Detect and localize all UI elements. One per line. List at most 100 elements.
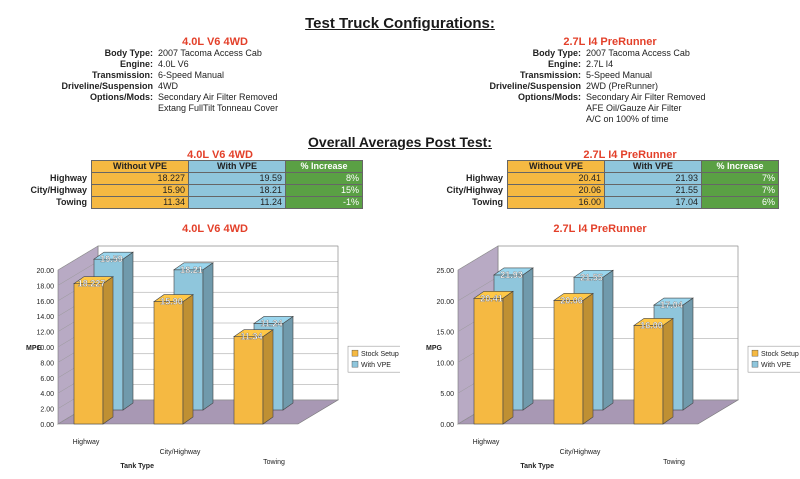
y-tick-label: 14.00 bbox=[36, 314, 54, 321]
config-block-i4: Body Type: 2007 Tacoma Access Cab Engine: 2… bbox=[463, 48, 706, 125]
config-value: 2WD (PreRunner) bbox=[586, 81, 659, 91]
table-row: Highway 18.227 19.59 8% bbox=[4, 172, 363, 185]
table-cell: 20.06 bbox=[507, 184, 605, 197]
config-key: Transmission: bbox=[519, 70, 581, 80]
legend-swatch bbox=[351, 360, 359, 368]
config-row: Options/Mods: Secondary Air Filter Remove… bbox=[463, 92, 706, 103]
bar-top bbox=[153, 294, 194, 302]
bar-side bbox=[582, 292, 594, 425]
config-key: Body Type: bbox=[532, 48, 581, 58]
config-key: Options/Mods: bbox=[90, 92, 153, 102]
y-tick-label: 20.00 bbox=[436, 299, 454, 306]
bar-top bbox=[253, 316, 294, 324]
table-cell: 18.227 bbox=[91, 172, 189, 185]
x-tick-label: Towing bbox=[663, 459, 685, 466]
averages-table-i4: Without VPE With VPE% Increase Highway 20.4… bbox=[420, 160, 779, 209]
config-key: Engine: bbox=[120, 59, 153, 69]
bar-value-label: 18.21 bbox=[180, 265, 203, 275]
bar-value-label: 11.24 bbox=[260, 318, 282, 328]
y-tick-label: 25.00 bbox=[436, 268, 454, 275]
y-tick-label: 0.00 bbox=[40, 422, 54, 429]
bar-top bbox=[633, 318, 674, 326]
chart-title-v6: 4.0L V6 4WD bbox=[182, 223, 248, 235]
averages-title: Overall Averages Post Test: bbox=[308, 134, 492, 150]
config-key: Options/Mods: bbox=[518, 92, 581, 102]
x-axis-label: Tank Type bbox=[520, 463, 554, 470]
bar-side bbox=[262, 329, 274, 425]
bar-side bbox=[662, 317, 674, 425]
table-row: City/Highway 15.90 18.21 15% bbox=[4, 184, 363, 197]
config-value: 4.0L V6 bbox=[158, 59, 189, 69]
y-tick-label: 16.00 bbox=[36, 299, 54, 306]
config-value: Secondary Air Filter Removed bbox=[586, 92, 706, 102]
table-cell: 18.21 bbox=[188, 184, 286, 197]
table-header-cell: Without VPE bbox=[507, 160, 605, 173]
config-row: Extang FullTilt Tonneau Cover bbox=[35, 103, 278, 114]
bar-value-label: 20.41 bbox=[480, 293, 503, 303]
y-tick-label: 0.00 bbox=[440, 422, 454, 429]
table-cell: 16.00 bbox=[507, 196, 605, 209]
table-cell: 15.90 bbox=[91, 184, 189, 197]
grid-line-side bbox=[57, 245, 99, 271]
table-cell: 17.04 bbox=[604, 196, 702, 209]
bar-value-label: 19.59 bbox=[100, 254, 123, 264]
bar-value-label: 20.06 bbox=[560, 295, 583, 305]
config-key bbox=[463, 103, 586, 114]
config-row: Body Type: 2007 Tacoma Access Cab bbox=[35, 48, 278, 59]
table-cell: 11.24 bbox=[188, 196, 286, 209]
bar-side bbox=[502, 290, 514, 425]
config-value: AFE Oil/Gauze Air Filter bbox=[586, 103, 682, 113]
x-tick-label: City/Highway bbox=[560, 449, 601, 456]
legend-swatch bbox=[751, 349, 759, 357]
table-row-label: Highway bbox=[49, 173, 87, 183]
bar-top bbox=[493, 267, 534, 276]
table-corner bbox=[420, 161, 508, 173]
config-key bbox=[35, 103, 158, 114]
table-cell: 15% bbox=[285, 184, 363, 197]
config-title-i4: 2.7L I4 PreRunner bbox=[563, 36, 657, 48]
table-row: Towing 16.00 17.04 6% bbox=[420, 196, 779, 209]
table-row-label: Towing bbox=[56, 197, 87, 207]
bar-side bbox=[522, 267, 534, 411]
table-cell: 8% bbox=[285, 172, 363, 185]
bar-top bbox=[573, 269, 614, 278]
config-row: AFE Oil/Gauze Air Filter bbox=[463, 103, 706, 114]
config-row: Engine: 4.0L V6 bbox=[35, 59, 278, 70]
table-cell: 6% bbox=[701, 196, 779, 209]
bar-chart-i4: 0.00 5.00 10.00 15.00 20.00 25.00 MPG 21.93 21.5… bbox=[426, 245, 800, 470]
config-row: Engine: 2.7L I4 bbox=[463, 59, 706, 70]
bar-value-label: 17.04 bbox=[660, 300, 683, 310]
table-cell: 19.59 bbox=[188, 172, 286, 185]
table-header-cell: With VPE bbox=[188, 160, 286, 173]
bar-side bbox=[682, 297, 694, 411]
bar-stock bbox=[553, 300, 584, 425]
y-tick-label: 10.00 bbox=[436, 360, 454, 367]
y-axis-label: MPG bbox=[26, 345, 43, 352]
bar-value-label: 21.93 bbox=[500, 270, 523, 280]
x-axis-label: Tank Type bbox=[120, 463, 154, 470]
table-header-row: Without VPE With VPE% Increase bbox=[420, 160, 779, 173]
config-row: Driveline/Suspension 2WD (PreRunner) bbox=[463, 81, 706, 92]
legend-label: Stock Setup bbox=[761, 351, 799, 358]
legend-label: With VPE bbox=[761, 362, 791, 369]
table-row-label: City/Highway bbox=[446, 185, 503, 195]
config-row: A/C on 100% of time bbox=[463, 114, 706, 125]
bar-top bbox=[553, 293, 594, 301]
y-tick-label: 20.00 bbox=[36, 268, 54, 275]
config-row: Driveline/Suspension 4WD bbox=[35, 81, 278, 92]
config-row: Transmission: 5-Speed Manual bbox=[463, 70, 706, 81]
config-value: 2007 Tacoma Access Cab bbox=[586, 48, 690, 58]
config-key: Driveline/Suspension bbox=[489, 81, 581, 91]
table-cell: -1% bbox=[285, 196, 363, 209]
bar-top bbox=[93, 251, 134, 260]
bar-side bbox=[282, 315, 294, 411]
table-cell: 7% bbox=[701, 184, 779, 197]
legend-swatch bbox=[351, 349, 359, 357]
bar-top bbox=[173, 262, 214, 271]
config-row: Transmission: 6-Speed Manual bbox=[35, 70, 278, 81]
y-tick-label: 6.00 bbox=[40, 376, 54, 383]
bar-stock bbox=[73, 283, 104, 425]
table-cell: 20.41 bbox=[507, 172, 605, 185]
config-value: 6-Speed Manual bbox=[158, 70, 225, 80]
y-tick-label: 10.00 bbox=[36, 345, 54, 352]
